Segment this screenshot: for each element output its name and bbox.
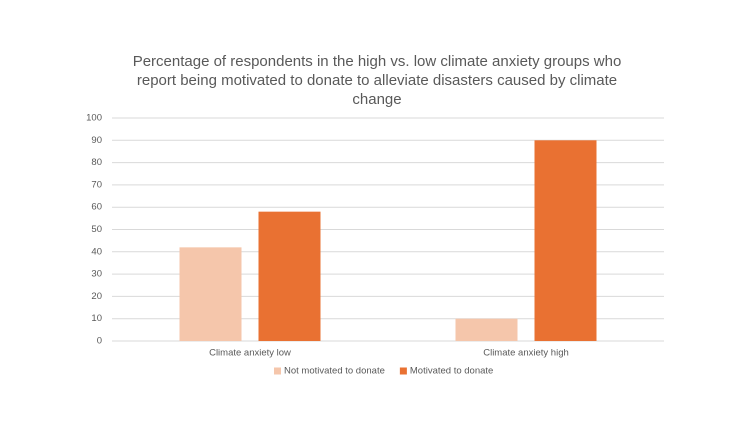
- legend-swatch: [399, 367, 407, 375]
- x-tick-label: Climate anxiety low: [209, 348, 291, 359]
- y-tick-label: 70: [91, 179, 102, 190]
- y-tick-label: 0: [97, 336, 102, 347]
- y-tick-label: 50: [91, 224, 102, 235]
- legend-label: Motivated to donate: [410, 366, 493, 377]
- bar: [258, 211, 321, 341]
- y-tick-label: 90: [91, 135, 102, 146]
- y-tick-label: 10: [91, 313, 102, 324]
- y-tick-label: 30: [91, 269, 102, 280]
- y-tick-label: 80: [91, 157, 102, 168]
- y-tick-label: 20: [91, 291, 102, 302]
- bar: [455, 318, 518, 341]
- chart-title: Percentage of respondents in the high vs…: [132, 53, 622, 108]
- bar: [179, 247, 242, 341]
- y-tick-label: 40: [91, 246, 102, 257]
- legend-label: Not motivated to donate: [284, 366, 385, 377]
- y-tick-label: 100: [86, 113, 102, 124]
- bar: [534, 140, 597, 341]
- x-tick-label: Climate anxiety high: [483, 348, 569, 359]
- legend-swatch: [274, 367, 281, 375]
- y-tick-label: 60: [91, 202, 102, 213]
